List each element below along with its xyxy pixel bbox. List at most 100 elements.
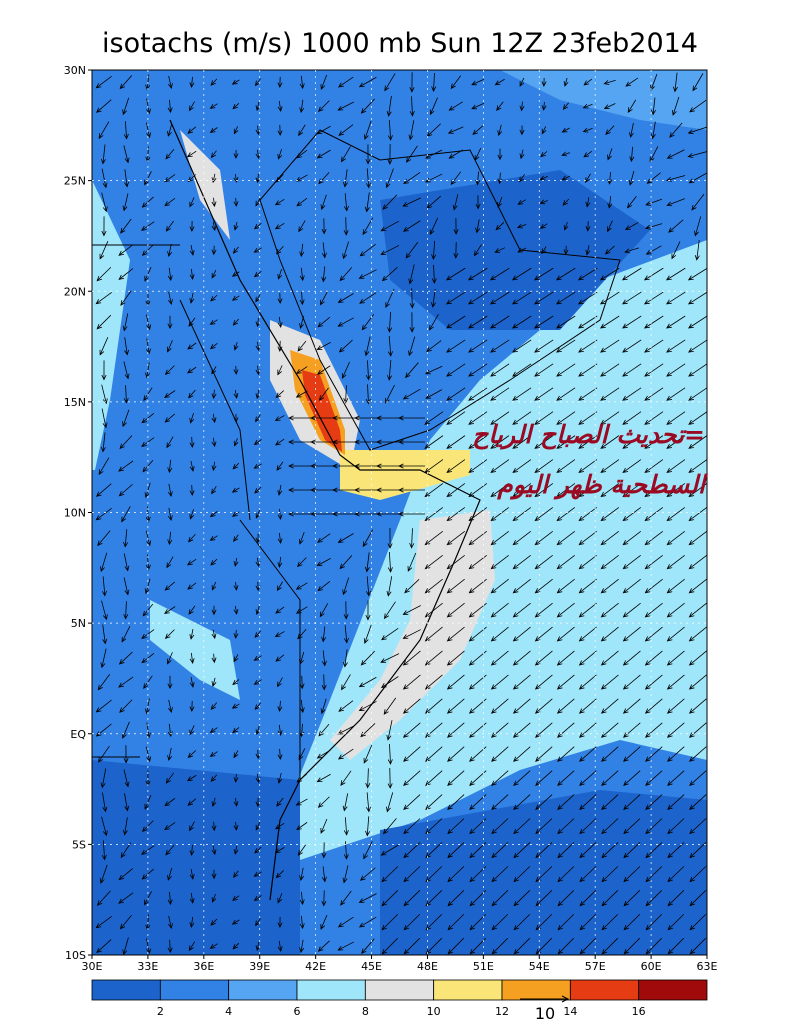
wind-arrow (189, 484, 195, 496)
wind-arrow (601, 913, 619, 931)
wind-arrow (398, 487, 425, 493)
wind-arrow (623, 770, 641, 786)
wind-arrow (666, 531, 685, 546)
wind-arrow (343, 217, 349, 236)
wind-arrow (604, 245, 615, 255)
wind-arrow (666, 722, 685, 738)
wind-arrow (561, 151, 571, 157)
wind-arrow (490, 339, 510, 353)
wind-arrow (688, 172, 707, 184)
wind-arrow (623, 794, 641, 811)
wind-arrow (387, 311, 393, 333)
wind-arrow (600, 483, 620, 498)
wind-arrow (512, 459, 532, 473)
wind-arrow (320, 194, 327, 211)
wind-arrow (666, 507, 686, 522)
wind-arrow (380, 245, 400, 255)
wind-arrow (450, 75, 462, 90)
wind-arrow (299, 75, 305, 90)
wind-arrow (578, 674, 597, 690)
wind-arrow (645, 245, 662, 255)
wind-arrow (166, 652, 173, 665)
wind-arrow (425, 389, 443, 399)
wind-arrow (298, 531, 305, 545)
wind-arrow (512, 483, 532, 498)
wind-arrow (387, 767, 393, 789)
wind-arrow (644, 483, 664, 498)
wind-arrow (425, 913, 443, 931)
wind-arrow (338, 339, 353, 353)
wind-arrow (317, 580, 331, 592)
wind-arrow (209, 127, 218, 134)
wind-arrow (557, 842, 575, 859)
wind-arrow (321, 866, 327, 883)
wind-arrow (622, 531, 641, 546)
wind-arrow (189, 197, 195, 208)
wind-arrow (534, 435, 554, 449)
wind-arrow (167, 915, 173, 929)
wind-arrow (233, 605, 239, 615)
wind-arrow (495, 222, 505, 231)
wind-arrow (167, 867, 173, 881)
wind-arrow (667, 794, 685, 811)
wind-arrow (687, 267, 707, 281)
wind-arrow (424, 578, 443, 594)
wind-arrow (233, 581, 239, 591)
wind-arrow (317, 940, 330, 952)
wind-arrow (386, 96, 392, 117)
wind-arrow (211, 389, 217, 400)
wind-arrow (120, 290, 132, 306)
wind-arrow (622, 578, 641, 594)
wind-arrow (666, 411, 686, 425)
wind-arrow (426, 195, 442, 209)
wind-arrow (533, 267, 554, 281)
wind-arrow (452, 194, 459, 211)
wind-arrow (666, 483, 686, 498)
wind-arrow (164, 606, 176, 615)
annotation-line: السطحية ظهر اليوم (497, 470, 705, 499)
speed-region (340, 450, 470, 500)
wind-arrow (446, 459, 466, 473)
wind-arrow (232, 895, 240, 901)
wind-arrow (342, 577, 350, 596)
wind-arrow (122, 313, 129, 332)
wind-arrow (189, 509, 195, 520)
wind-arrow (381, 866, 399, 883)
wind-arrow (365, 360, 371, 381)
lon-label: 63E (697, 960, 718, 973)
wind-arrow (167, 459, 173, 474)
lon-label: 45E (361, 960, 382, 973)
wind-arrow (513, 746, 531, 762)
wind-arrow (447, 842, 465, 859)
wind-arrow (644, 578, 663, 594)
wind-arrow (337, 317, 354, 327)
wind-arrow (600, 363, 620, 377)
wind-arrow (688, 363, 707, 377)
wind-arrow (622, 698, 641, 714)
lat-label: EQ (70, 728, 86, 741)
wind-arrow (96, 483, 112, 497)
wind-arrow (99, 864, 108, 884)
wind-arrow (555, 315, 576, 329)
wind-arrow (121, 625, 131, 643)
wind-arrow (512, 698, 531, 714)
wind-arrow (188, 317, 196, 327)
wind-arrow (210, 774, 218, 782)
wind-arrow (563, 221, 569, 231)
wind-arrow (317, 316, 331, 328)
wind-arrow (211, 677, 217, 688)
wind-arrow (211, 461, 217, 472)
wind-arrow (403, 794, 421, 811)
wind-arrow (668, 219, 684, 233)
wind-arrow (490, 435, 510, 449)
wind-arrow (578, 650, 597, 666)
wind-arrow (100, 648, 107, 669)
wind-arrow (424, 602, 443, 618)
wind-arrow (254, 630, 262, 638)
wind-arrow (277, 772, 283, 784)
wind-arrow (253, 271, 262, 278)
wind-arrow (187, 750, 197, 759)
wind-arrow (687, 291, 707, 305)
wind-arrow (253, 655, 262, 661)
wind-arrow (232, 511, 240, 517)
